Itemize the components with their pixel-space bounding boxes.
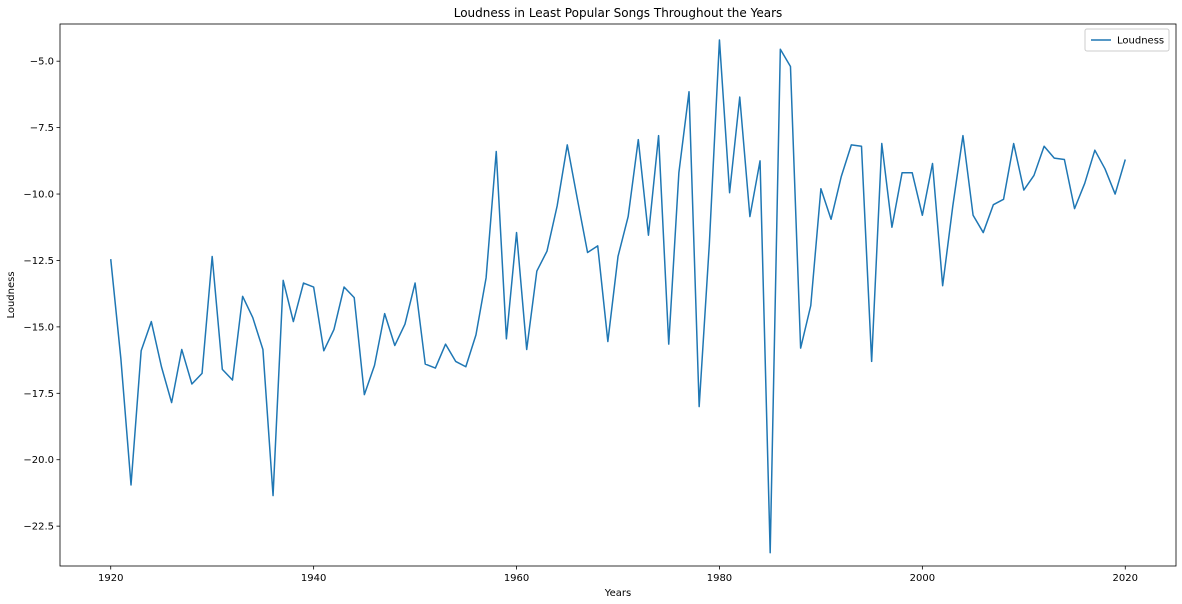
plot-area: [59, 23, 1177, 567]
x-axis-label: Years: [604, 588, 631, 599]
series-layer: [109, 39, 1126, 554]
y-tick-label: −22.5: [23, 522, 54, 533]
x-tick-label: 1920: [98, 573, 123, 584]
x-tick-label: 1980: [707, 573, 732, 584]
chart-title: Loudness in Least Popular Songs Througho…: [454, 6, 783, 20]
axes-frame: [59, 23, 1177, 567]
legend: Loudness: [1084, 28, 1170, 52]
x-tick-label: 2000: [910, 573, 935, 584]
y-tick-label: −15.0: [23, 322, 54, 333]
legend-label-loudness: Loudness: [1117, 36, 1164, 47]
y-tick-label: −20.0: [23, 455, 54, 466]
x-tick-label: 1940: [301, 573, 326, 584]
y-tick-label: −12.5: [23, 256, 54, 267]
y-axis: −22.5 −20.0 −17.5 −15.0 −12.5 −10.0 −7.5 −5.0: [23, 57, 60, 533]
y-tick-label: −10.0: [23, 190, 54, 201]
x-tick-label: 2020: [1113, 573, 1138, 584]
y-tick-label: −7.5: [30, 123, 54, 134]
legend-box: [1084, 28, 1170, 52]
y-tick-label: −17.5: [23, 389, 54, 400]
x-axis: 1920 1940 1960 1980 2000 2020: [98, 566, 1138, 584]
x-tick-label: 1960: [504, 573, 529, 584]
series-line-loudness: [109, 39, 1126, 554]
y-tick-label: −5.0: [30, 57, 54, 68]
y-axis-label: Loudness: [6, 271, 17, 318]
